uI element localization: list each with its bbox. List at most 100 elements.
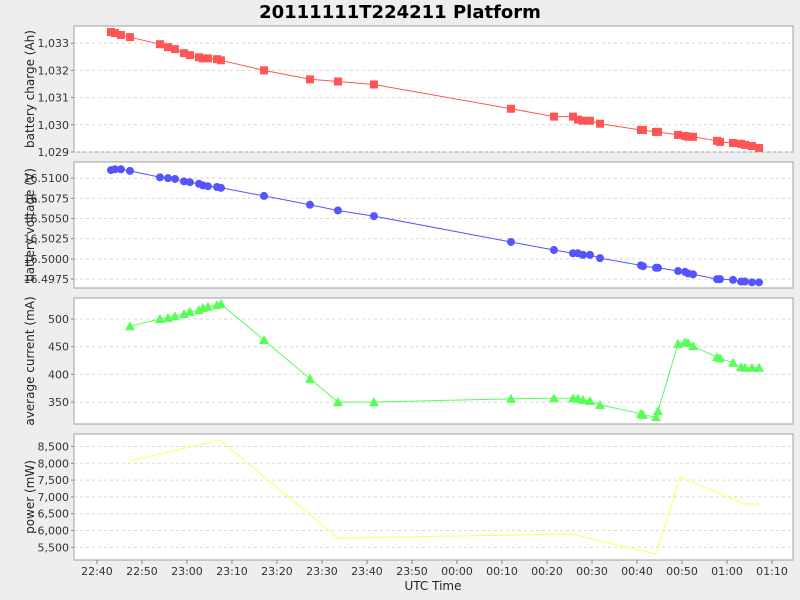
y-tick-label: 1,032 [38, 64, 70, 77]
y-tick-label: 5,500 [38, 541, 70, 554]
y-tick-label: 7,000 [38, 491, 70, 504]
data-point-circle [585, 250, 594, 259]
data-point-square [125, 33, 134, 42]
data-point-triangle [124, 321, 135, 331]
data-point-circle [369, 212, 378, 221]
x-tick-label: 22:50 [126, 565, 158, 578]
data-point-triangle [184, 306, 195, 316]
data-point-circle [125, 166, 134, 175]
x-tick-label: 00:30 [576, 565, 608, 578]
data-point-triangle [682, 337, 693, 347]
y-tick-label: 8,000 [38, 457, 70, 470]
y-tick-label: 1,030 [38, 119, 70, 132]
x-tick-label: 01:10 [756, 565, 788, 578]
data-point-triangle [258, 335, 269, 345]
x-tick-label: 23:50 [396, 565, 428, 578]
x-tick-label: 23:00 [171, 565, 203, 578]
y-tick-label: 16.5025 [24, 233, 70, 246]
x-tick-label: 23:40 [351, 565, 383, 578]
y-tick-label: 1,033 [38, 37, 70, 50]
y-tick-label: 450 [48, 341, 69, 354]
x-tick-label: 00:20 [531, 565, 563, 578]
data-point-square [596, 119, 605, 128]
data-point-circle [578, 250, 587, 259]
series-line [129, 439, 759, 555]
data-point-circle [116, 165, 125, 174]
y-axis-label: power (mW) [23, 460, 37, 534]
y-axis-label: battery charge (Ah) [23, 30, 37, 148]
x-tick-label: 01:00 [711, 565, 743, 578]
data-point-square [585, 116, 594, 125]
data-point-circle [728, 275, 737, 284]
data-point-square [259, 66, 268, 75]
y-tick-label: 16.5050 [24, 213, 70, 226]
data-point-triangle [584, 396, 595, 406]
data-point-circle [653, 263, 662, 272]
data-point-square [163, 43, 172, 52]
x-tick-label: 00:00 [441, 565, 473, 578]
x-tick-label: 23:10 [216, 565, 248, 578]
data-point-triangle [688, 341, 699, 351]
panel-battery-voltage: 16.5100 16.5075 16.5050 16.5025 16.5000 16.49… [23, 161, 794, 289]
data-point-square [689, 132, 698, 141]
data-point-circle [549, 246, 558, 255]
data-point-square [740, 140, 749, 149]
x-tick-label: 00:40 [621, 565, 653, 578]
data-point-square [549, 112, 558, 121]
data-point-circle [506, 237, 515, 246]
x-tick-label: 00:10 [486, 565, 518, 578]
y-tick-label: 6,000 [38, 524, 70, 537]
x-tick-label: 23:30 [306, 565, 338, 578]
data-point-circle [596, 254, 605, 263]
data-point-circle [110, 165, 119, 174]
y-tick-label: 6,500 [38, 508, 70, 521]
data-point-triangle [215, 299, 226, 309]
data-point-circle [170, 174, 179, 183]
y-tick-label: 7,500 [38, 474, 70, 487]
panel-average-current: 500 450 400 350 average current (mA) [23, 296, 794, 426]
series-line [110, 168, 759, 283]
chart-title: 20111111T224211 Platform [259, 2, 541, 23]
data-point-triangle [650, 412, 661, 422]
y-tick-label: 16.5000 [24, 253, 70, 266]
data-point-circle [185, 178, 194, 187]
x-tick-label: 22:40 [81, 565, 113, 578]
y-tick-label: 16.4975 [24, 273, 70, 286]
y-tick-label: 400 [48, 368, 69, 381]
data-point-square [569, 112, 578, 121]
data-point-square [728, 139, 737, 148]
data-point-circle [259, 191, 268, 200]
data-point-triangle [304, 373, 315, 383]
data-point-square [203, 54, 212, 63]
data-point-square [578, 116, 587, 125]
data-point-triangle [754, 362, 765, 372]
data-point-square [185, 51, 194, 60]
data-point-circle [740, 277, 749, 286]
series-line [110, 31, 760, 149]
data-point-triangle [202, 301, 213, 311]
data-point-circle [716, 275, 725, 284]
data-point-square [333, 77, 342, 86]
x-tick-label: 23:20 [261, 565, 293, 578]
data-point-circle [163, 174, 172, 183]
data-point-circle [747, 278, 756, 287]
data-point-square [116, 30, 125, 39]
data-point-square [638, 125, 647, 134]
data-point-triangle [154, 314, 165, 323]
data-point-triangle [739, 362, 750, 372]
plot-area [73, 433, 794, 561]
data-point-triangle [637, 409, 648, 419]
y-tick-label: 1,031 [38, 92, 70, 105]
y-tick-label: 8,500 [38, 440, 70, 453]
data-point-square [170, 45, 179, 54]
data-point-square [674, 130, 683, 139]
data-point-square [716, 137, 725, 146]
data-point-triangle [727, 357, 738, 367]
data-point-square [573, 115, 582, 124]
data-point-circle [203, 182, 212, 191]
x-axis-label: UTC Time [405, 579, 462, 593]
x-axis: 22:40 22:50 23:00 23:10 23:20 23:30 23:40 23:50… [81, 560, 788, 578]
data-point-square [506, 104, 515, 113]
data-point-square [305, 75, 314, 84]
